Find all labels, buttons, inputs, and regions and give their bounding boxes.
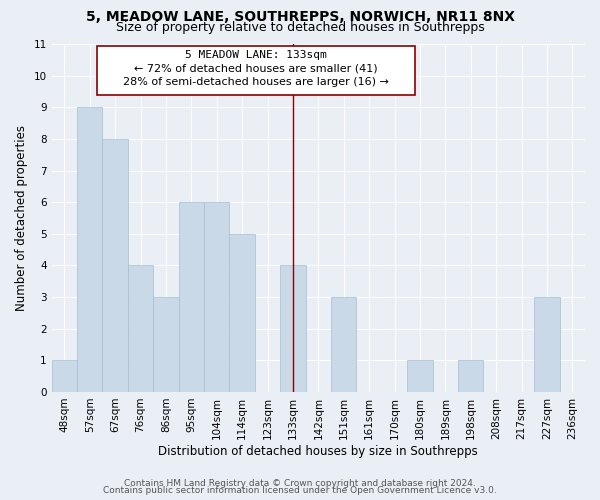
Text: 5 MEADOW LANE: 133sqm: 5 MEADOW LANE: 133sqm (185, 50, 327, 60)
Bar (128, 266, 153, 392)
Bar (103, 139, 128, 392)
Text: 5, MEADOW LANE, SOUTHREPPS, NORWICH, NR11 8NX: 5, MEADOW LANE, SOUTHREPPS, NORWICH, NR1… (86, 10, 515, 24)
Text: Size of property relative to detached houses in Southrepps: Size of property relative to detached ho… (116, 22, 484, 35)
Bar (52, 360, 77, 392)
Bar (331, 297, 356, 392)
Text: Contains HM Land Registry data © Crown copyright and database right 2024.: Contains HM Land Registry data © Crown c… (124, 478, 476, 488)
Bar (153, 297, 179, 392)
Bar (534, 297, 560, 392)
FancyBboxPatch shape (97, 46, 415, 94)
Bar (77, 108, 103, 392)
Bar (179, 202, 204, 392)
Bar (204, 202, 229, 392)
Text: Contains public sector information licensed under the Open Government Licence v3: Contains public sector information licen… (103, 486, 497, 495)
Text: 28% of semi-detached houses are larger (16) →: 28% of semi-detached houses are larger (… (123, 76, 389, 86)
Text: ← 72% of detached houses are smaller (41): ← 72% of detached houses are smaller (41… (134, 64, 378, 74)
Bar (280, 266, 305, 392)
Y-axis label: Number of detached properties: Number of detached properties (15, 125, 28, 311)
Bar (458, 360, 484, 392)
Bar (229, 234, 255, 392)
Bar (407, 360, 433, 392)
X-axis label: Distribution of detached houses by size in Southrepps: Distribution of detached houses by size … (158, 444, 478, 458)
